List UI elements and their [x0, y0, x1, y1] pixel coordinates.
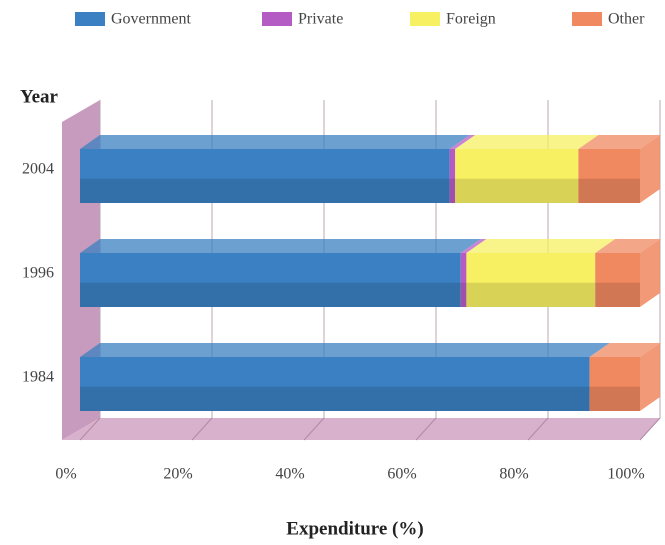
bar-segment — [80, 357, 590, 411]
bar-top — [595, 239, 660, 253]
bar-top — [80, 343, 610, 357]
floor-grid-line — [79, 417, 101, 441]
bar-top — [589, 343, 660, 357]
bar-top — [80, 239, 481, 253]
bar-segment — [80, 149, 450, 203]
floor-grid-line — [639, 417, 661, 441]
x-tick-label: 60% — [387, 466, 416, 483]
floor-grid-line — [527, 417, 549, 441]
x-tick-label: 20% — [163, 466, 192, 483]
legend-label: Foreign — [446, 11, 496, 28]
bar-segment — [466, 253, 596, 307]
bar-top — [578, 135, 660, 149]
bar-segment — [589, 357, 640, 411]
legend-swatch — [262, 12, 292, 26]
bar-top — [80, 135, 470, 149]
bar-shade — [449, 178, 456, 203]
x-tick-label: 100% — [607, 466, 644, 483]
legend-label: Other — [608, 11, 645, 28]
x-axis-title: Expenditure (%) — [286, 518, 423, 539]
floor-grid-line — [303, 417, 325, 441]
bar-shade — [80, 386, 590, 411]
bar-segment — [80, 253, 461, 307]
legend-label: Government — [111, 11, 192, 28]
bar-shade — [80, 178, 450, 203]
x-tick-label: 80% — [499, 466, 528, 483]
bar-shade — [589, 386, 640, 411]
y-tick-label: 1996 — [22, 265, 54, 282]
bar-end — [640, 343, 660, 411]
bar-shade — [595, 282, 640, 307]
bar-shade — [455, 178, 579, 203]
bar-shade — [578, 178, 640, 203]
bar-top — [466, 239, 616, 253]
bar-shade — [80, 282, 461, 307]
legend-swatch — [410, 12, 440, 26]
bar-segment — [595, 253, 640, 307]
legend-swatch — [572, 12, 602, 26]
bar-end — [640, 239, 660, 307]
y-tick-label: 2004 — [22, 161, 54, 178]
y-tick-label: 1984 — [22, 369, 54, 386]
bar-shade — [460, 282, 467, 307]
bar-top — [455, 135, 599, 149]
floor-grid-line — [415, 417, 437, 441]
legend-label: Private — [298, 11, 343, 28]
bar-segment — [460, 253, 467, 307]
bar-top — [449, 135, 476, 149]
bar-top — [460, 239, 487, 253]
y-axis-title: Year — [20, 86, 59, 107]
bar-shade — [466, 282, 596, 307]
legend-swatch — [75, 12, 105, 26]
bar-end — [640, 135, 660, 203]
bar-segment — [449, 149, 456, 203]
bar-segment — [455, 149, 579, 203]
bar-segment — [578, 149, 640, 203]
floor-grid-line — [191, 417, 213, 441]
x-tick-label: 40% — [275, 466, 304, 483]
floor — [62, 418, 660, 440]
x-tick-label: 0% — [55, 466, 76, 483]
